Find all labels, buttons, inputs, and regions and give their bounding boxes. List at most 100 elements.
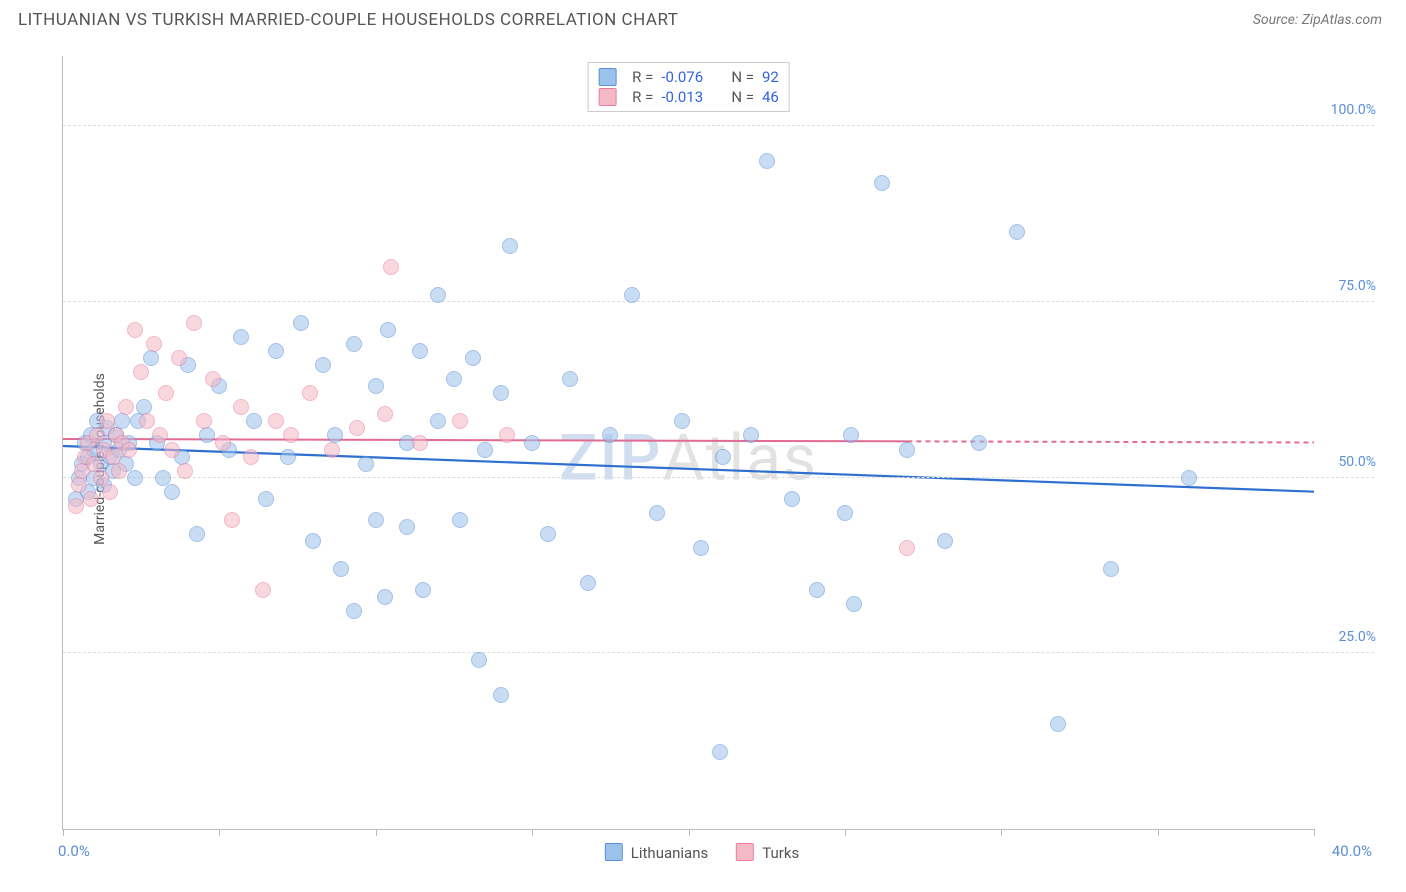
r-value: -0.076 xyxy=(661,68,717,86)
trend-lines xyxy=(63,56,1314,829)
data-point xyxy=(465,350,481,366)
data-point xyxy=(399,519,415,535)
plot-area: ZIPAtlas R =-0.076N =92R =-0.013N =46 25… xyxy=(62,56,1314,830)
y-tick-label: 100.0% xyxy=(1331,102,1376,118)
data-point xyxy=(843,427,859,443)
x-tick xyxy=(219,829,220,836)
data-point xyxy=(624,287,640,303)
chart-title: LITHUANIAN VS TURKISH MARRIED-COUPLE HOU… xyxy=(18,10,678,30)
data-point xyxy=(133,364,149,380)
n-label: N = xyxy=(731,88,754,106)
n-value: 46 xyxy=(762,88,779,106)
data-point xyxy=(1009,224,1025,240)
data-point xyxy=(412,435,428,451)
r-value: -0.013 xyxy=(661,88,717,106)
data-point xyxy=(430,287,446,303)
data-point xyxy=(246,413,262,429)
x-tick xyxy=(1314,829,1315,836)
data-point xyxy=(111,463,127,479)
data-point xyxy=(937,533,953,549)
data-point xyxy=(121,442,137,458)
data-point xyxy=(524,435,540,451)
data-point xyxy=(280,449,296,465)
data-point xyxy=(602,427,618,443)
data-point xyxy=(302,385,318,401)
legend-item: Lithuanians xyxy=(605,843,708,862)
legend-item: Turks xyxy=(736,843,799,862)
n-label: N = xyxy=(731,68,754,86)
y-tick-label: 25.0% xyxy=(1338,629,1376,645)
x-axis-max-label: 40.0% xyxy=(1332,842,1372,860)
data-point xyxy=(186,315,202,331)
data-point xyxy=(412,343,428,359)
data-point xyxy=(268,343,284,359)
data-point xyxy=(258,491,274,507)
data-point xyxy=(349,420,365,436)
x-axis-min-label: 0.0% xyxy=(58,842,90,860)
data-point xyxy=(368,512,384,528)
data-point xyxy=(452,413,468,429)
data-point xyxy=(143,350,159,366)
x-tick xyxy=(532,829,533,836)
data-point xyxy=(452,512,468,528)
chart-container: Married-couple Households ZIPAtlas R =-0… xyxy=(18,46,1386,872)
data-point xyxy=(305,533,321,549)
x-tick xyxy=(689,829,690,836)
legend-swatch xyxy=(598,88,616,106)
watermark: ZIPAtlas xyxy=(559,420,818,495)
data-point xyxy=(446,371,462,387)
data-point xyxy=(846,596,862,612)
data-point xyxy=(809,582,825,598)
data-point xyxy=(68,498,84,514)
data-point xyxy=(102,484,118,500)
data-point xyxy=(649,505,665,521)
data-point xyxy=(199,427,215,443)
data-point xyxy=(233,329,249,345)
data-point xyxy=(693,540,709,556)
legend-swatch xyxy=(605,843,623,861)
data-point xyxy=(562,371,578,387)
correlation-row: R =-0.013N =46 xyxy=(598,87,779,107)
data-point xyxy=(146,336,162,352)
x-tick xyxy=(1158,829,1159,836)
data-point xyxy=(874,175,890,191)
data-point xyxy=(158,385,174,401)
data-point xyxy=(377,406,393,422)
data-point xyxy=(196,413,212,429)
data-point xyxy=(346,336,362,352)
data-point xyxy=(268,413,284,429)
data-point xyxy=(346,603,362,619)
data-point xyxy=(164,442,180,458)
gridline xyxy=(63,125,1374,126)
data-point xyxy=(377,589,393,605)
gridline xyxy=(63,301,1374,302)
data-point xyxy=(837,505,853,521)
n-value: 92 xyxy=(762,68,779,86)
data-point xyxy=(971,435,987,451)
data-point xyxy=(324,442,340,458)
gridline xyxy=(63,652,1374,653)
legend-swatch xyxy=(736,843,754,861)
x-tick xyxy=(1001,829,1002,836)
legend-label: Lithuanians xyxy=(631,844,708,862)
data-point xyxy=(580,575,596,591)
data-point xyxy=(243,449,259,465)
data-point xyxy=(477,442,493,458)
x-tick xyxy=(376,829,377,836)
data-point xyxy=(715,449,731,465)
data-point xyxy=(430,413,446,429)
data-point xyxy=(189,526,205,542)
data-point xyxy=(139,413,155,429)
data-point xyxy=(293,315,309,331)
data-point xyxy=(502,238,518,254)
data-point xyxy=(127,470,143,486)
data-point xyxy=(215,435,231,451)
data-point xyxy=(1103,561,1119,577)
r-label: R = xyxy=(632,68,653,86)
data-point xyxy=(899,540,915,556)
data-point xyxy=(118,399,134,415)
legend-swatch xyxy=(598,68,616,86)
data-point xyxy=(71,477,87,493)
data-point xyxy=(255,582,271,598)
correlation-legend: R =-0.076N =92R =-0.013N =46 xyxy=(587,62,790,112)
